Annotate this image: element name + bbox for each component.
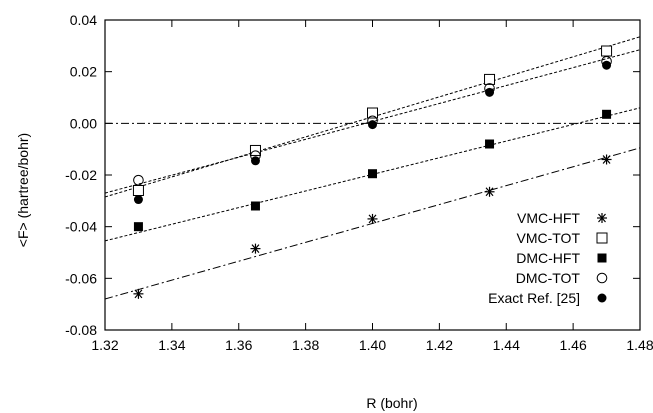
point-dmc-tot xyxy=(133,174,144,186)
x-tick-label: 1.48 xyxy=(626,337,653,353)
legend-marker-exact-ref-25 xyxy=(597,293,607,303)
legend-label-vmc-tot: VMC-TOT xyxy=(516,230,580,246)
x-tick-label: 1.46 xyxy=(560,337,587,353)
y-tick-label: -0.08 xyxy=(65,322,97,338)
point-vmc-hft xyxy=(601,154,612,165)
fit-line-vmc-tot xyxy=(104,36,641,198)
x-tick-label: 1.42 xyxy=(426,337,453,353)
y-tick-label: 0.00 xyxy=(70,115,97,131)
legend-label-dmc-tot: DMC-TOT xyxy=(516,270,581,286)
y-tick-label: -0.04 xyxy=(65,219,97,235)
legend-label-dmc-hft: DMC-HFT xyxy=(516,250,580,266)
point-vmc-hft xyxy=(484,186,495,197)
legend-marker-vmc-hft xyxy=(597,213,607,223)
point-dmc-hft xyxy=(602,109,612,119)
x-tick-label: 1.44 xyxy=(493,337,520,353)
point-exact-ref-25 xyxy=(133,195,143,205)
point-vmc-hft xyxy=(133,288,144,299)
point-exact-ref-25 xyxy=(250,156,260,166)
y-tick-label: 0.04 xyxy=(70,12,97,28)
point-vmc-tot xyxy=(367,107,378,119)
point-exact-ref-25 xyxy=(602,60,612,70)
y-tick-label: 0.02 xyxy=(70,64,97,80)
point-exact-ref-25 xyxy=(368,120,377,130)
point-dmc-hft xyxy=(133,222,143,232)
y-tick-label: -0.06 xyxy=(65,270,97,286)
point-dmc-hft xyxy=(250,201,260,211)
x-tick-label: 1.34 xyxy=(158,337,185,353)
x-tick-label: 1.38 xyxy=(292,337,319,353)
point-vmc-hft xyxy=(250,243,261,254)
legend-label-exact-ref-25: Exact Ref. [25] xyxy=(488,290,580,306)
point-exact-ref-25 xyxy=(485,87,495,97)
point-vmc-tot xyxy=(484,73,496,85)
legend: VMC-HFT VMC-TOT DMC-HFT DMC-TOT Exact Ref. [… xyxy=(488,210,608,306)
y-tick-label: -0.02 xyxy=(65,167,97,183)
point-dmc-hft xyxy=(368,169,377,179)
legend-marker-dmc-tot xyxy=(596,272,608,284)
point-vmc-tot xyxy=(132,185,144,196)
legend-marker-dmc-hft xyxy=(597,253,607,263)
y-axis-label: <F> (hartree/bohr) xyxy=(15,133,31,247)
point-dmc-hft xyxy=(485,139,495,149)
x-tick-label: 1.32 xyxy=(91,337,118,353)
x-tick-label: 1.36 xyxy=(225,337,252,353)
tick-labels: 1.32 1.34 1.36 1.38 1.40 1.42 1.44 1.46 1.48 -0.0… xyxy=(65,12,653,353)
data-points xyxy=(132,45,613,299)
legend-marker-vmc-tot xyxy=(596,232,608,244)
x-axis-label: R (bohr) xyxy=(366,395,417,411)
point-vmc-hft xyxy=(367,213,378,224)
legend-label-vmc-hft: VMC-HFT xyxy=(517,210,580,226)
x-tick-label: 1.40 xyxy=(359,337,386,353)
point-vmc-tot xyxy=(601,45,613,57)
